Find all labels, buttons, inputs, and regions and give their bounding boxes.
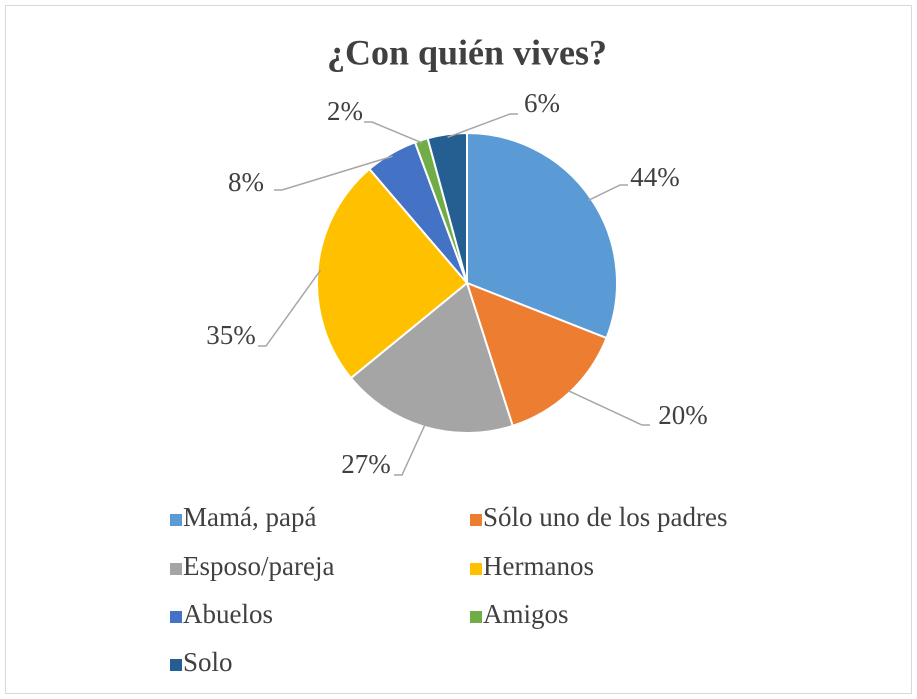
legend-swatch	[170, 563, 182, 575]
leader-line	[364, 121, 423, 144]
data-label: 6%	[524, 88, 560, 118]
pie-slice	[316, 167, 469, 380]
data-label: 20%	[658, 400, 708, 430]
legend-swatch	[170, 514, 182, 526]
pie-slice	[426, 131, 468, 284]
legend-label: Solo	[183, 647, 233, 677]
legend-label: Mamá, papá	[183, 502, 316, 532]
legend-label: Esposo/pareja	[183, 551, 334, 581]
leader-line	[394, 423, 426, 476]
leader-line	[567, 389, 650, 426]
chart-title: ¿Con quién vives?	[327, 32, 607, 72]
legend-swatch	[470, 563, 482, 575]
legend-swatch	[170, 659, 182, 671]
data-label: 8%	[228, 167, 264, 197]
legend-swatch	[470, 611, 482, 623]
leader-line	[258, 269, 322, 347]
data-label: 35%	[206, 320, 256, 350]
legend-label: Amigos	[483, 599, 569, 629]
leader-line	[588, 184, 628, 201]
legend-label: Abuelos	[183, 599, 273, 629]
leader-line	[274, 155, 393, 191]
data-label: 27%	[341, 449, 391, 479]
legend-label: Hermanos	[483, 551, 594, 581]
data-label: 2%	[327, 96, 363, 126]
data-label: 44%	[630, 162, 680, 192]
legend-swatch	[170, 611, 182, 623]
legend-swatch	[470, 514, 482, 526]
legend-label: Sólo uno de los padres	[483, 502, 727, 532]
leader-line	[447, 113, 518, 138]
